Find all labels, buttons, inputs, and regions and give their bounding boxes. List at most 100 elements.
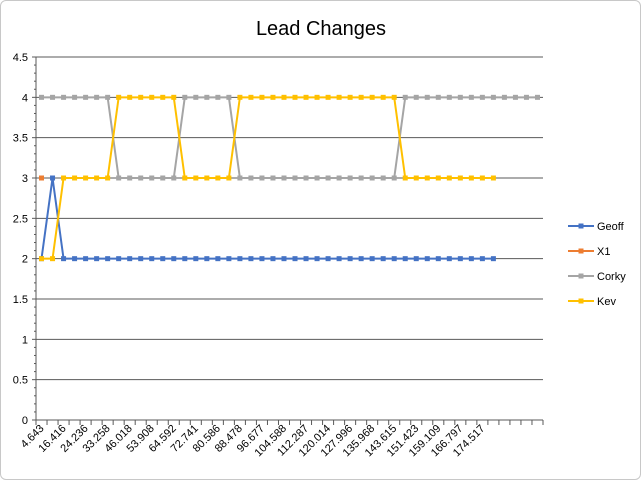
data-point (72, 256, 78, 262)
data-point (61, 175, 67, 181)
data-point (204, 175, 210, 181)
legend-item: Corky (568, 271, 626, 283)
y-tick-label: 3.5 (13, 133, 28, 145)
data-point (391, 256, 397, 262)
data-point (237, 175, 243, 181)
legend-label: Kev (597, 296, 616, 308)
legend-item: Kev (568, 296, 616, 308)
chart-title: Lead Changes (256, 18, 386, 40)
data-point (94, 175, 100, 181)
data-point (226, 175, 232, 181)
data-point (424, 175, 430, 181)
data-point (347, 175, 353, 181)
data-point (446, 175, 452, 181)
data-point (259, 94, 265, 100)
series-line (41, 96, 538, 179)
data-point (39, 94, 45, 100)
x-tick-labels: 4.64316.41624.23633.25846.01853.90864.59… (19, 423, 488, 460)
data-point (347, 94, 353, 100)
data-point (127, 256, 133, 262)
gridlines (36, 56, 543, 381)
data-point (259, 256, 265, 262)
series-layer (39, 94, 540, 262)
data-point (336, 94, 342, 100)
data-point (281, 94, 287, 100)
data-point (292, 256, 298, 262)
data-point (83, 175, 89, 181)
data-point (325, 175, 331, 181)
data-point (94, 256, 100, 262)
data-point (259, 175, 265, 181)
data-point (358, 256, 364, 262)
data-point (446, 256, 452, 262)
data-point (413, 175, 419, 181)
legend-swatch-marker (578, 223, 584, 229)
y-tick-label: 3 (22, 173, 28, 185)
data-point (193, 256, 199, 262)
y-tick-label: 2.5 (13, 213, 28, 225)
data-point (358, 175, 364, 181)
y-tick-labels: 0 0.5 1 1.5 2 2.5 3 3.5 4 4.5 (13, 52, 28, 427)
legend: Geoff X1 Corky Kev (568, 221, 626, 308)
data-point (270, 256, 276, 262)
data-point (402, 256, 408, 262)
data-point (512, 94, 518, 100)
data-point (303, 256, 309, 262)
y-tick-label: 1 (22, 334, 28, 346)
data-point (435, 175, 441, 181)
data-point (468, 175, 474, 181)
y-tick-label: 4.5 (13, 52, 28, 64)
data-point (479, 94, 485, 100)
data-point (413, 256, 419, 262)
data-point (182, 256, 188, 262)
data-point (72, 175, 78, 181)
data-point (116, 94, 122, 100)
data-point (105, 256, 111, 262)
data-point (127, 94, 133, 100)
data-point (281, 256, 287, 262)
data-point (226, 94, 232, 100)
data-point (237, 94, 243, 100)
data-point (391, 175, 397, 181)
data-point (347, 256, 353, 262)
data-point (270, 175, 276, 181)
data-point (204, 94, 210, 100)
data-point (83, 94, 89, 100)
data-point (215, 256, 221, 262)
data-point (336, 175, 342, 181)
data-point (193, 94, 199, 100)
data-point (424, 256, 430, 262)
data-point (116, 256, 122, 262)
data-point (501, 94, 507, 100)
data-point (83, 256, 89, 262)
data-point (171, 175, 177, 181)
data-point (149, 94, 155, 100)
data-point (424, 94, 430, 100)
y-tick-label: 1.5 (13, 294, 28, 306)
data-point (61, 94, 67, 100)
data-point (160, 94, 166, 100)
data-point (314, 94, 320, 100)
y-tick-label: 0.5 (13, 375, 28, 387)
data-point (358, 94, 364, 100)
legend-label: Geoff (597, 221, 625, 233)
data-point (248, 256, 254, 262)
data-point (105, 175, 111, 181)
data-point (182, 175, 188, 181)
data-point (314, 256, 320, 262)
data-point (435, 94, 441, 100)
data-point (182, 94, 188, 100)
data-point (380, 256, 386, 262)
data-point (149, 256, 155, 262)
legend-swatch-marker (578, 273, 584, 279)
data-point (292, 175, 298, 181)
data-point (380, 94, 386, 100)
legend-swatch-marker (578, 248, 584, 254)
y-tick-label: 4 (22, 92, 28, 104)
data-point (303, 94, 309, 100)
data-point (490, 94, 496, 100)
data-point (281, 175, 287, 181)
data-point (369, 94, 375, 100)
data-point (369, 256, 375, 262)
